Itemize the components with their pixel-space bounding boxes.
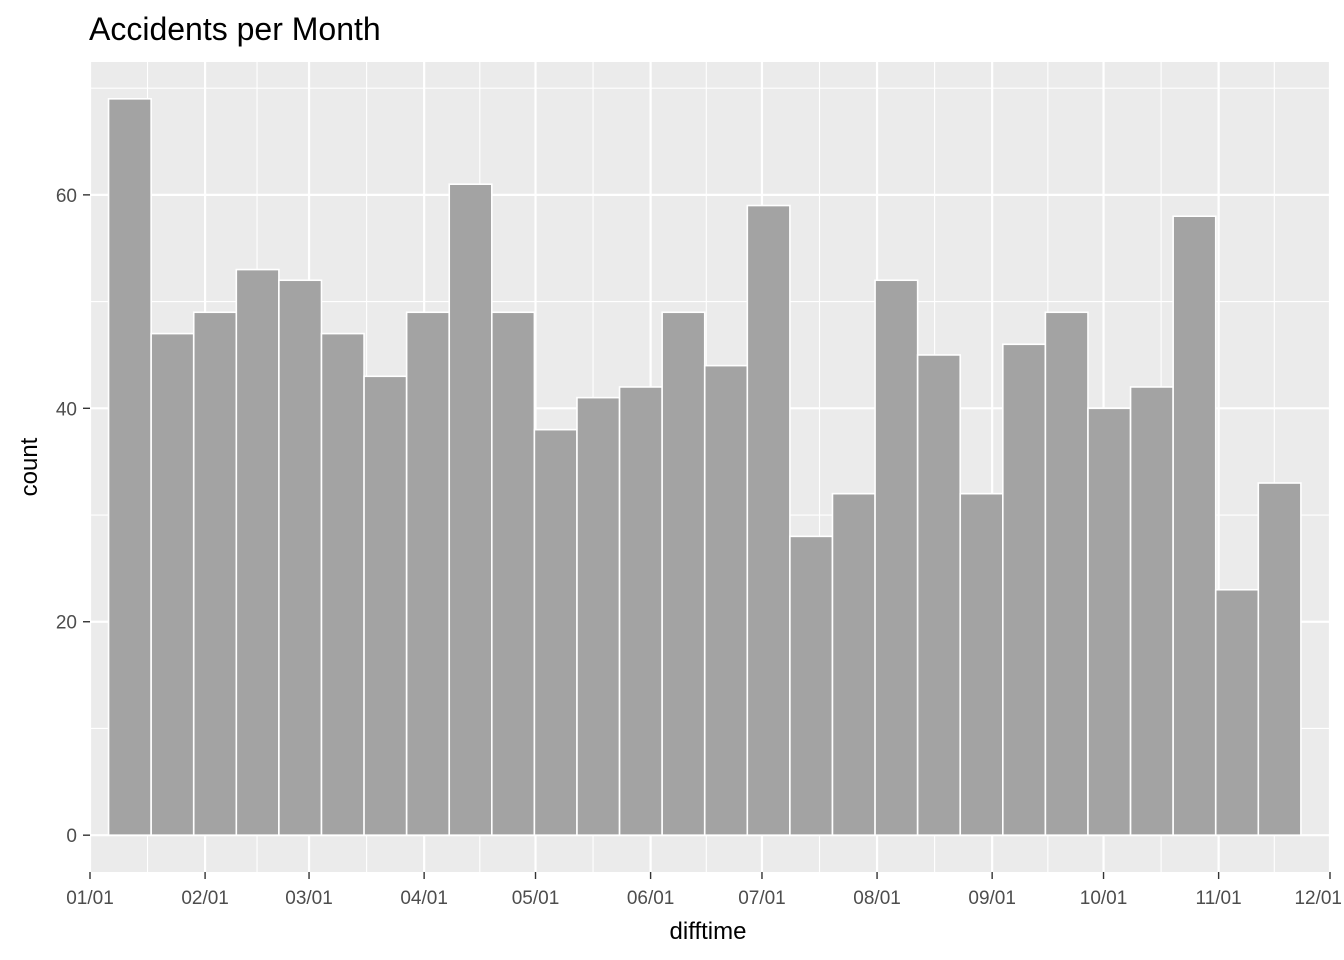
histogram-bar — [320, 332, 365, 836]
histogram-bar — [661, 311, 706, 836]
x-tick-label: 02/01 — [181, 888, 229, 909]
histogram-bar — [874, 279, 919, 836]
histogram-bar — [1044, 311, 1089, 836]
y-tick-label: 0 — [66, 826, 77, 847]
histogram-bar — [405, 311, 451, 836]
y-tick-label: 20 — [56, 613, 77, 634]
histogram-bar — [1087, 407, 1132, 836]
histogram-bar — [1214, 588, 1260, 836]
histogram-bar — [363, 375, 408, 836]
histogram-bar — [150, 332, 195, 836]
y-tick-label: 60 — [56, 186, 77, 207]
x-tick-label: 10/01 — [1080, 888, 1128, 909]
histogram-bar — [789, 535, 834, 836]
histogram-bar — [576, 396, 621, 836]
x-tick-label: 06/01 — [627, 888, 675, 909]
histogram-bar — [278, 279, 323, 836]
x-tick-label: 07/01 — [738, 888, 786, 909]
histogram-bar — [1129, 386, 1174, 836]
histogram-bar — [1172, 215, 1217, 836]
x-tick-label: 08/01 — [853, 888, 901, 909]
y-axis-title: count — [16, 437, 43, 496]
y-axis: 0 20 40 60 — [56, 186, 90, 847]
histogram-bar — [1002, 343, 1047, 836]
histogram-bar — [703, 364, 749, 836]
x-tick-label: 09/01 — [968, 888, 1016, 909]
y-tick-label: 40 — [56, 399, 77, 420]
histogram-bar — [235, 268, 280, 836]
x-tick-label: 05/01 — [512, 888, 560, 909]
chart-title: Accidents per Month — [89, 11, 381, 47]
x-tick-label: 01/01 — [66, 888, 114, 909]
histogram-bar — [831, 492, 876, 836]
x-tick-label: 11/01 — [1196, 888, 1242, 909]
x-tick-label: 04/01 — [400, 888, 448, 909]
x-tick-label: 03/01 — [285, 888, 333, 909]
histogram-bar — [448, 183, 493, 836]
histogram-bar — [533, 428, 578, 836]
histogram-bar — [491, 311, 536, 836]
histogram-bar — [618, 386, 663, 836]
histogram-bar — [746, 204, 791, 836]
histogram-bars — [107, 98, 1302, 836]
histogram-bar — [959, 492, 1004, 836]
histogram-bar — [1257, 482, 1302, 836]
x-axis-title: difftime — [670, 918, 747, 945]
histogram-bar — [107, 98, 152, 836]
x-tick-label: 12/01 — [1294, 888, 1342, 909]
histogram-bar — [916, 354, 962, 836]
histogram-bar — [192, 311, 238, 836]
x-axis: 01/01 02/01 03/01 04/01 05/01 06/01 07/01 08/01… — [66, 872, 1342, 909]
